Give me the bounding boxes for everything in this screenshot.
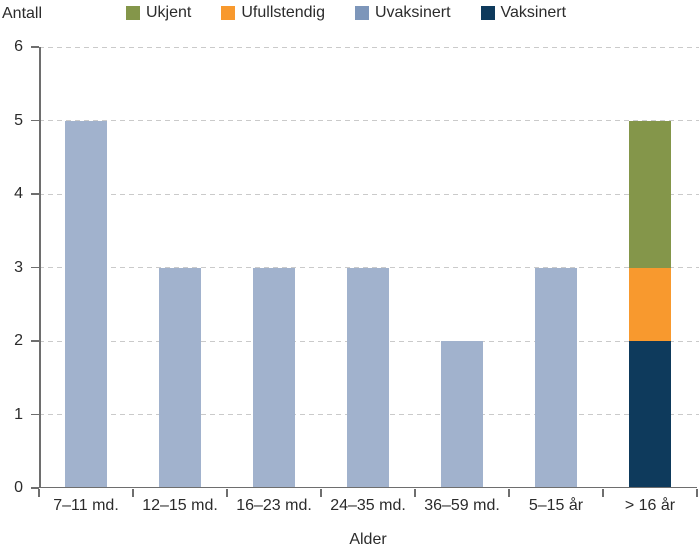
x-category-label: 5–15 år [528, 497, 584, 514]
legend-item-0: Ukjent [126, 4, 191, 22]
legend-chip-icon [126, 6, 140, 20]
y-tick-label: 4 [14, 185, 23, 202]
plot-area: 0 1 2 3 4 5 6 7–11 md. 12–15 md. 16–23 md. 24–35 m… [14, 38, 699, 514]
legend-label: Vaksinert [500, 4, 567, 21]
x-category-label: 12–15 md. [142, 497, 218, 514]
x-axis-line [39, 486, 697, 488]
y-axis-tick [31, 119, 39, 122]
y-tick-label: 3 [14, 258, 23, 276]
y-axis-tick [31, 193, 39, 195]
x-axis-tick [508, 489, 510, 497]
x-axis-tick [320, 489, 322, 497]
x-axis-tick [132, 489, 134, 497]
legend-chip-icon [221, 6, 236, 20]
bar-segment-uvaksinert [441, 341, 483, 488]
x-axis-tick [696, 489, 698, 497]
x-category-label: 16–23 md. [236, 497, 312, 514]
y-tick-label: 2 [14, 332, 23, 349]
legend-chip-icon [480, 6, 495, 20]
y-axis-tick [31, 487, 39, 489]
y-axis-tick [31, 340, 39, 342]
bar-segment-uvaksinert [535, 267, 577, 488]
legend-label: Ufullstendig [241, 4, 325, 21]
bar-segment-vaksinert [629, 341, 671, 488]
legend-item-1: Ufullstendig [221, 4, 325, 22]
x-category-label: > 16 år [624, 497, 676, 514]
bar-segment-uvaksinert [347, 267, 389, 488]
legend-chip-icon [354, 6, 369, 20]
bar-segment-uvaksinert [253, 267, 295, 488]
legend-item-2: Uvaksinert [354, 4, 451, 22]
legend-label: Ukjent [146, 4, 192, 21]
y-axis-tick [31, 413, 39, 416]
x-category-label: 7–11 md. [53, 497, 119, 514]
grid-line [39, 46, 699, 48]
y-axis-tick [31, 266, 39, 269]
grid-line [39, 120, 699, 121]
y-tick-label: 1 [14, 405, 23, 423]
x-axis-tick [38, 489, 40, 497]
x-axis-tick [226, 489, 228, 497]
y-tick-label: 6 [14, 38, 23, 55]
y-axis-tick [31, 46, 39, 48]
bar-segment-uvaksinert [159, 267, 201, 488]
x-category-label: 36–59 md. [424, 497, 500, 514]
bar-segment-ukjent [629, 120, 671, 268]
grid-line [39, 193, 699, 195]
x-category-label: 24–35 md. [330, 497, 406, 514]
legend-label: Uvaksinert [374, 4, 451, 21]
y-axis-line [39, 47, 41, 488]
bar-segment-ufullstendig [629, 267, 671, 341]
x-axis-title: Alder [349, 531, 387, 548]
y-tick-label: 5 [14, 111, 23, 129]
legend-item-3: Vaksinert [480, 4, 567, 22]
y-axis-title: Antall [2, 5, 43, 22]
legend: Ukjent Ufullstendig Uvaksinert Vaksinert [126, 4, 566, 22]
y-tick-label: 0 [14, 479, 23, 496]
x-axis-tick [602, 489, 604, 497]
bar-segment-uvaksinert [65, 120, 107, 488]
x-axis-tick [414, 489, 416, 497]
